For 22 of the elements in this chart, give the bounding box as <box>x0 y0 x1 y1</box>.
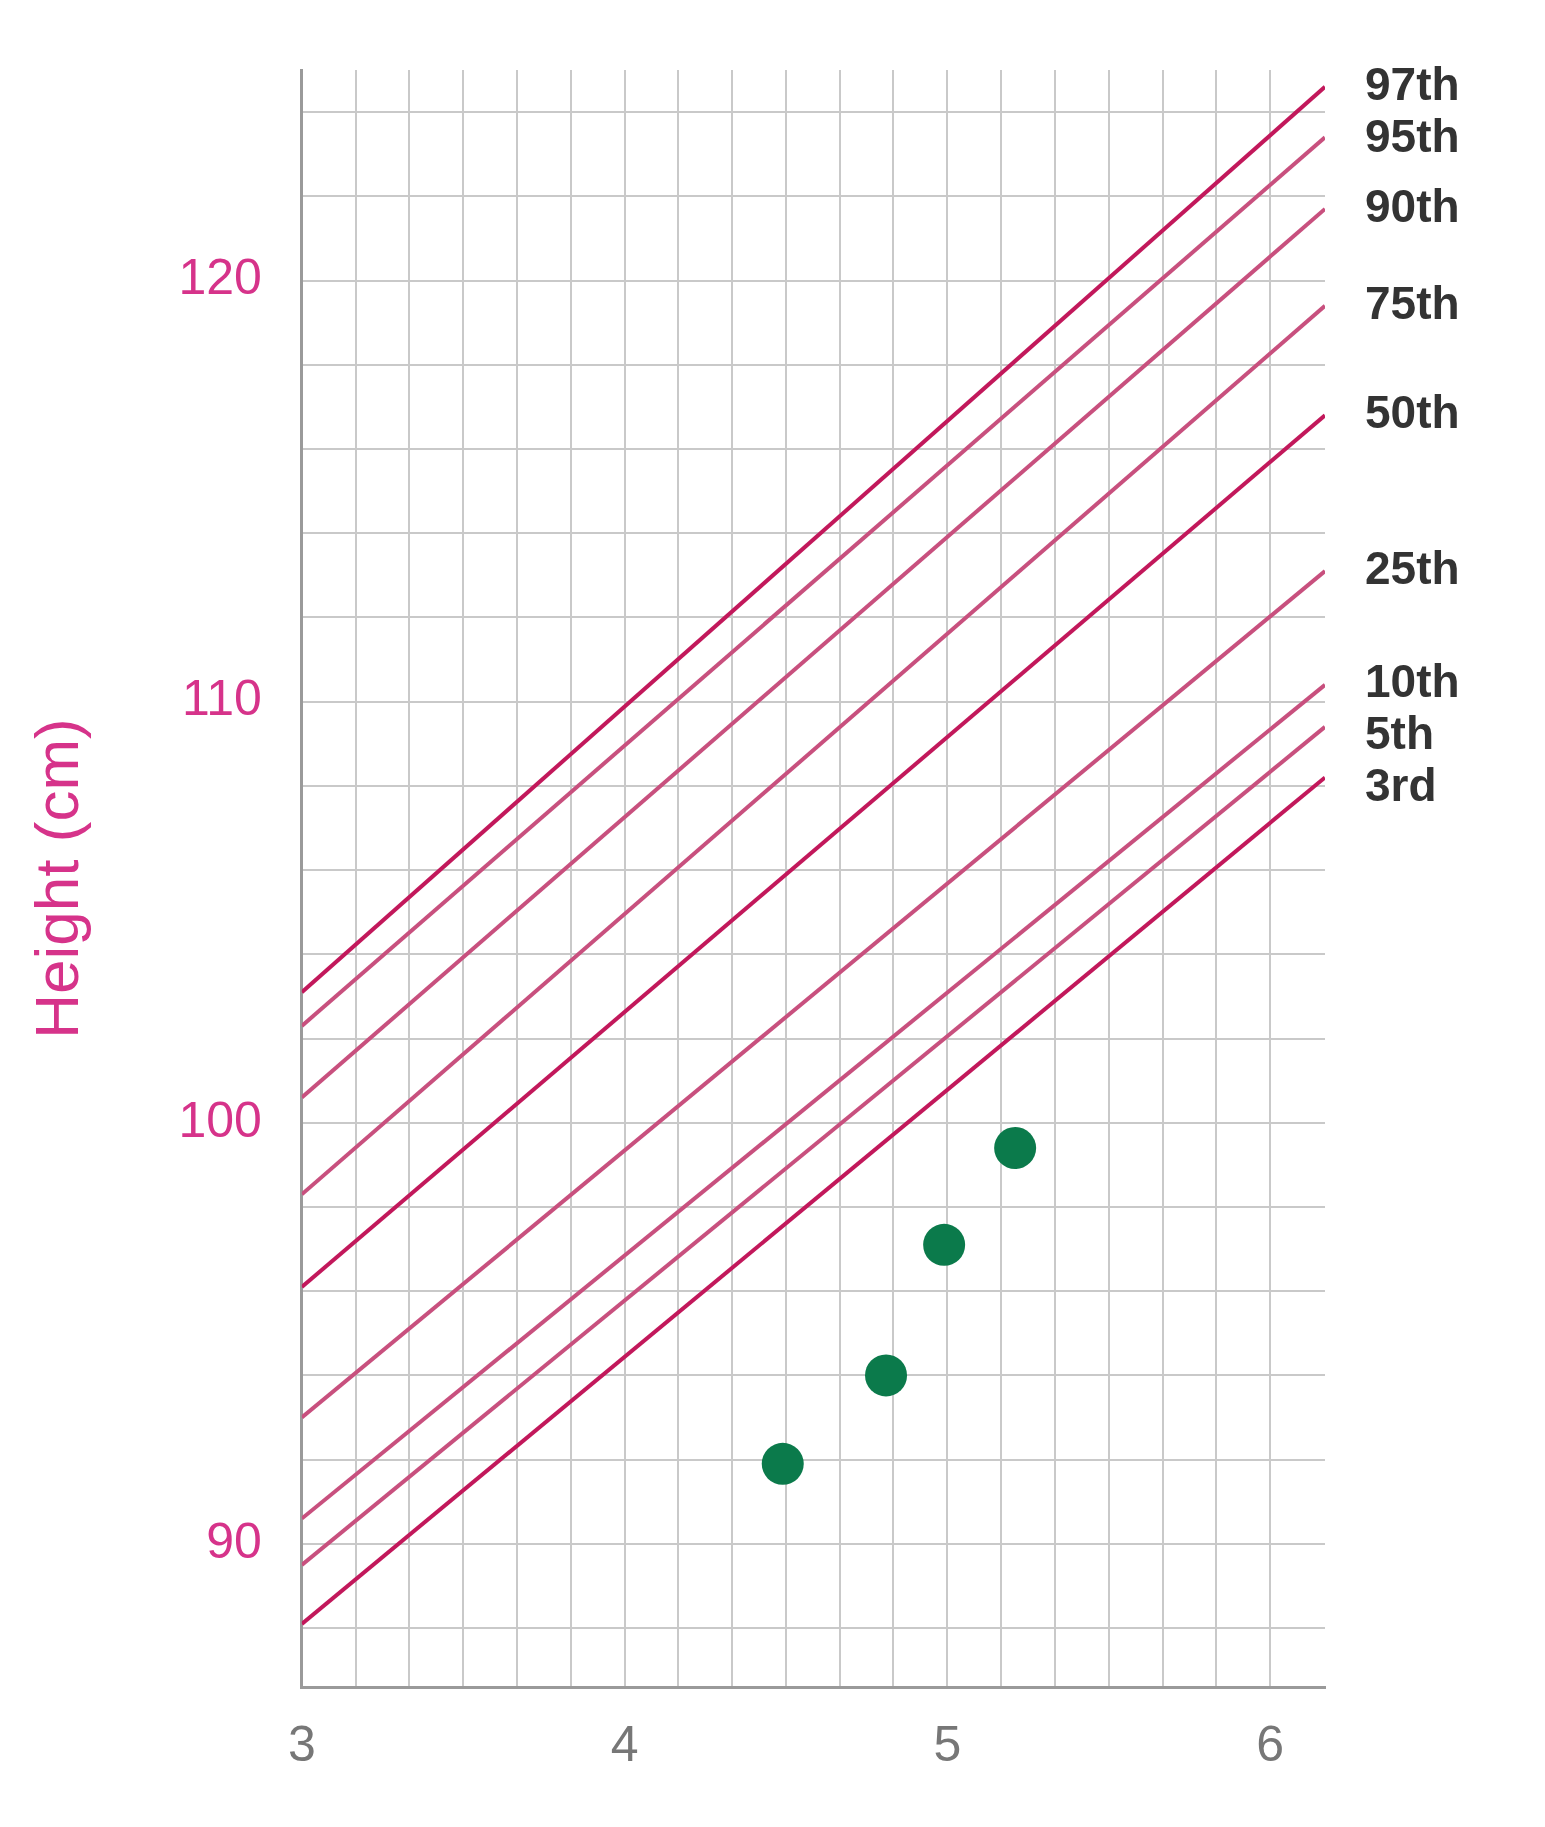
point <box>923 1223 966 1266</box>
point <box>865 1354 908 1397</box>
y-tick-label: 110 <box>182 670 262 727</box>
series-label: 97th <box>1365 57 1460 110</box>
series-label: 50th <box>1365 385 1460 438</box>
x-tick-label: 4 <box>610 1715 639 1772</box>
series-label: 25th <box>1365 541 1460 594</box>
x-tick-label: 5 <box>933 1715 962 1772</box>
x-tick-label: 6 <box>1256 1715 1285 1772</box>
series-label: 3rd <box>1365 759 1437 812</box>
series-label: 10th <box>1365 655 1460 708</box>
series-label: 5th <box>1365 707 1434 760</box>
y-tick-label: 90 <box>206 1512 262 1569</box>
point <box>994 1127 1037 1169</box>
x-tick-label: 3 <box>287 1715 316 1772</box>
y-tick-label: 120 <box>178 249 262 306</box>
y-axis-title: Height (cm) <box>22 718 92 1039</box>
y-tick-label: 100 <box>178 1091 262 1148</box>
series-label: 90th <box>1365 179 1460 232</box>
point <box>761 1442 804 1485</box>
series-label: 75th <box>1365 276 1460 329</box>
series-label: 95th <box>1365 109 1460 162</box>
